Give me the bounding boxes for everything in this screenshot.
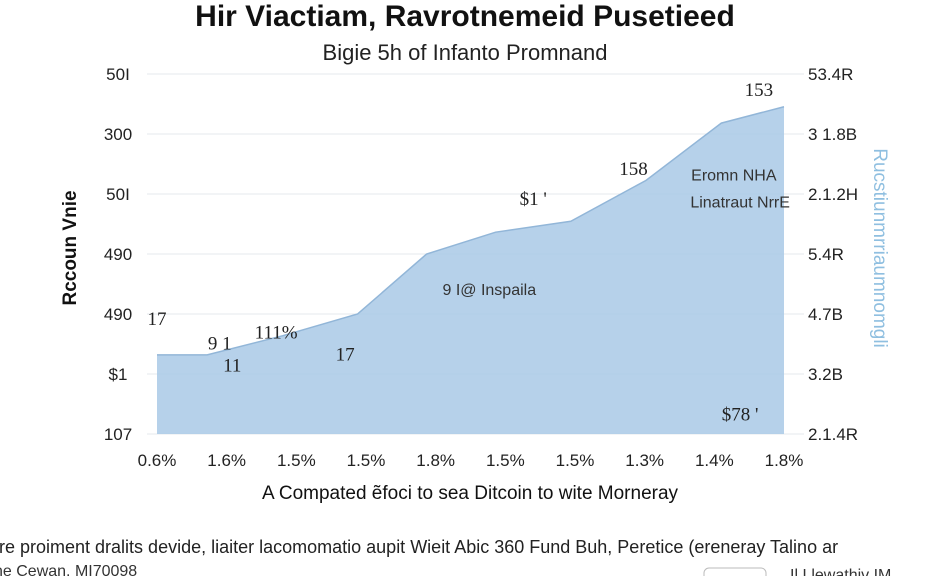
x-tick-label: 1.5% <box>486 451 525 470</box>
y-left-tick-label: 50I <box>106 185 130 204</box>
x-tick-label: 1.8% <box>416 451 455 470</box>
y-right-tick-label: 2.1.2H <box>808 185 858 204</box>
y-left-tick-label: 300 <box>104 125 132 144</box>
annotation-label: Eromn NHA <box>691 167 777 184</box>
area-line <box>157 106 785 356</box>
x-tick-label: 1.5% <box>277 451 316 470</box>
footer-line-1: tre proiment dralits devide, liaiter lac… <box>0 537 838 557</box>
annotation-label: $78 ' <box>722 404 759 425</box>
y-axis-right-label: Rucstiunmrriaumnomgli <box>869 148 890 348</box>
y-left-tick-label: 490 <box>104 305 132 324</box>
y-right-tick-label: 3 1.8B <box>808 125 857 144</box>
y-right-tick-label: 2.1.4R <box>808 425 858 444</box>
y-left-tick-label: 490 <box>104 245 132 264</box>
annotation-label: 17 <box>336 344 355 365</box>
x-axis-label: A Compated ẽfoci to sea Ditcoin to wite … <box>262 483 679 504</box>
x-tick-label: 0.6% <box>138 451 177 470</box>
y-right-tick-label: 5.4R <box>808 245 844 264</box>
annotation-label: 17 <box>148 309 167 330</box>
x-tick-label: 1.6% <box>207 451 246 470</box>
chart-title: Hir Viactiam, Ravrotnemeid Pusetieed <box>195 0 735 33</box>
annotations: 17 9 111 111% 17 9 I@ Inspaila $1 ' 158 Eromn N… <box>148 80 790 426</box>
x-tick-label: 1.4% <box>695 451 734 470</box>
annotation-label: 153 <box>745 80 774 101</box>
x-tick-label: 1.5% <box>347 451 386 470</box>
x-tick-label: 1.3% <box>625 451 664 470</box>
footer-line-2: ne Cewan. MI70098 <box>0 563 137 576</box>
x-axis-ticks: 0.6% 1.6% 1.5% 1.5% 1.8% 1.5% 1.5% 1.3% 1.4% 1.8% <box>138 451 804 470</box>
area-fill <box>157 106 784 435</box>
annotation-label: 158 <box>619 159 648 180</box>
x-tick-label: 1.8% <box>765 451 804 470</box>
y-axis-left-label: Rccoun Vnie <box>60 190 81 305</box>
annotation-label: 11 <box>223 355 241 376</box>
annotation-label: 9 1 <box>208 333 232 354</box>
y-left-tick-label: 50I <box>106 65 130 84</box>
y-right-tick-label: 3.2B <box>808 365 843 384</box>
x-tick-label: 1.5% <box>556 451 595 470</box>
y-left-tick-label: 107 <box>104 425 132 444</box>
area-series <box>157 106 785 435</box>
annotation-label: Linatraut NrrE <box>690 195 790 212</box>
annotation-label: 9 I@ Inspaila <box>442 282 536 299</box>
footer-badge <box>703 567 767 576</box>
y-axis-left-ticks: 50I 300 50I 490 490 $1 107 <box>104 65 132 444</box>
annotation-label: $1 ' <box>520 189 547 210</box>
y-right-tick-label: 4.7B <box>808 305 843 324</box>
chart-subtitle: Bigie 5h of Infanto Promnand <box>323 40 608 65</box>
y-right-tick-label: 53.4R <box>808 65 853 84</box>
annotation-label: 111% <box>255 323 298 344</box>
y-axis-right-ticks: 53.4R 3 1.8B 2.1.2H 5.4R 4.7B 3.2B 2.1.4R <box>808 65 858 444</box>
footer-right-text: Il Llewathiv IM <box>790 567 891 576</box>
y-left-tick-label: $1 <box>109 365 128 384</box>
